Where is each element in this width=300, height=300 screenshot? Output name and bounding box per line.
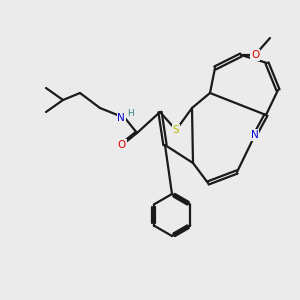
- Text: O: O: [118, 140, 126, 150]
- Text: N: N: [251, 130, 259, 140]
- Text: O: O: [251, 50, 259, 60]
- Text: N: N: [117, 113, 125, 123]
- Text: H: H: [128, 109, 134, 118]
- Text: S: S: [173, 125, 179, 135]
